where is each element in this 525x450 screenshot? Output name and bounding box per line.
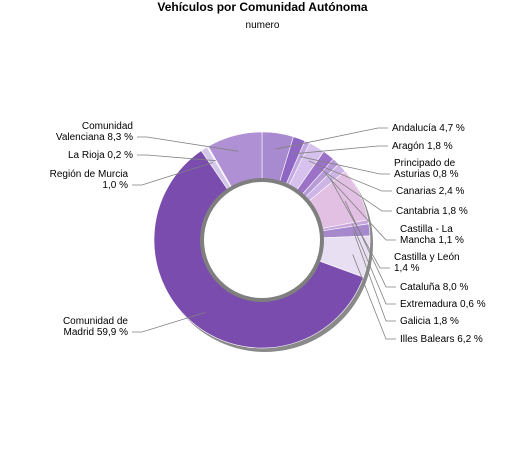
leader-line-6 [329, 178, 390, 269]
leader-line-3 [308, 160, 392, 192]
chart-title: Vehículos por Comunidad Autónoma [157, 0, 368, 14]
donut-hole-rim [200, 178, 324, 302]
slice-label-13: La Rioja 0,2 % [68, 150, 133, 161]
slice-label-12: Región de Murcia 1,0 % [50, 169, 129, 191]
slice-label-6: Castilla y León 1,4 % [394, 252, 460, 274]
leader-line-14 [137, 136, 239, 152]
slice-label-4: Cantabria 1,8 % [396, 206, 468, 217]
slice-label-3: Canarias 2,4 % [396, 186, 464, 197]
donut-hole [204, 182, 320, 298]
leader-line-13 [137, 154, 216, 162]
slice-label-10: Illes Balears 6,2 % [400, 334, 483, 345]
slice-label-2: Principado de Asturias 0,8 % [394, 158, 459, 180]
leader-line-0 [275, 127, 388, 150]
slice-label-5: Castilla - La Mancha 1,1 % [400, 224, 464, 246]
slice-label-9: Galicia 1,8 % [400, 316, 459, 327]
slice-label-8: Extremadura 0,6 % [400, 299, 486, 310]
slice-label-0: Andalucía 4,7 % [392, 123, 465, 134]
leader-line-11 [132, 311, 206, 333]
slice-label-7: Cataluña 8,0 % [400, 282, 468, 293]
leader-line-10 [352, 254, 396, 340]
slice-label-14: Comunidad Valenciana 8,3 % [56, 121, 133, 143]
leader-line-4 [318, 167, 392, 212]
chart-subtitle: numero [245, 20, 280, 31]
leader-line-9 [353, 231, 396, 322]
leader-line-8 [352, 224, 396, 305]
leader-line-5 [324, 173, 396, 241]
leader-line-1 [293, 145, 388, 155]
leader-line-7 [344, 200, 396, 288]
slice-label-11: Comunidad de Madrid 59,9 % [63, 316, 128, 338]
leader-line-2 [300, 156, 390, 175]
leader-line-12 [132, 162, 213, 186]
slice-label-1: Aragón 1,8 % [392, 141, 453, 152]
